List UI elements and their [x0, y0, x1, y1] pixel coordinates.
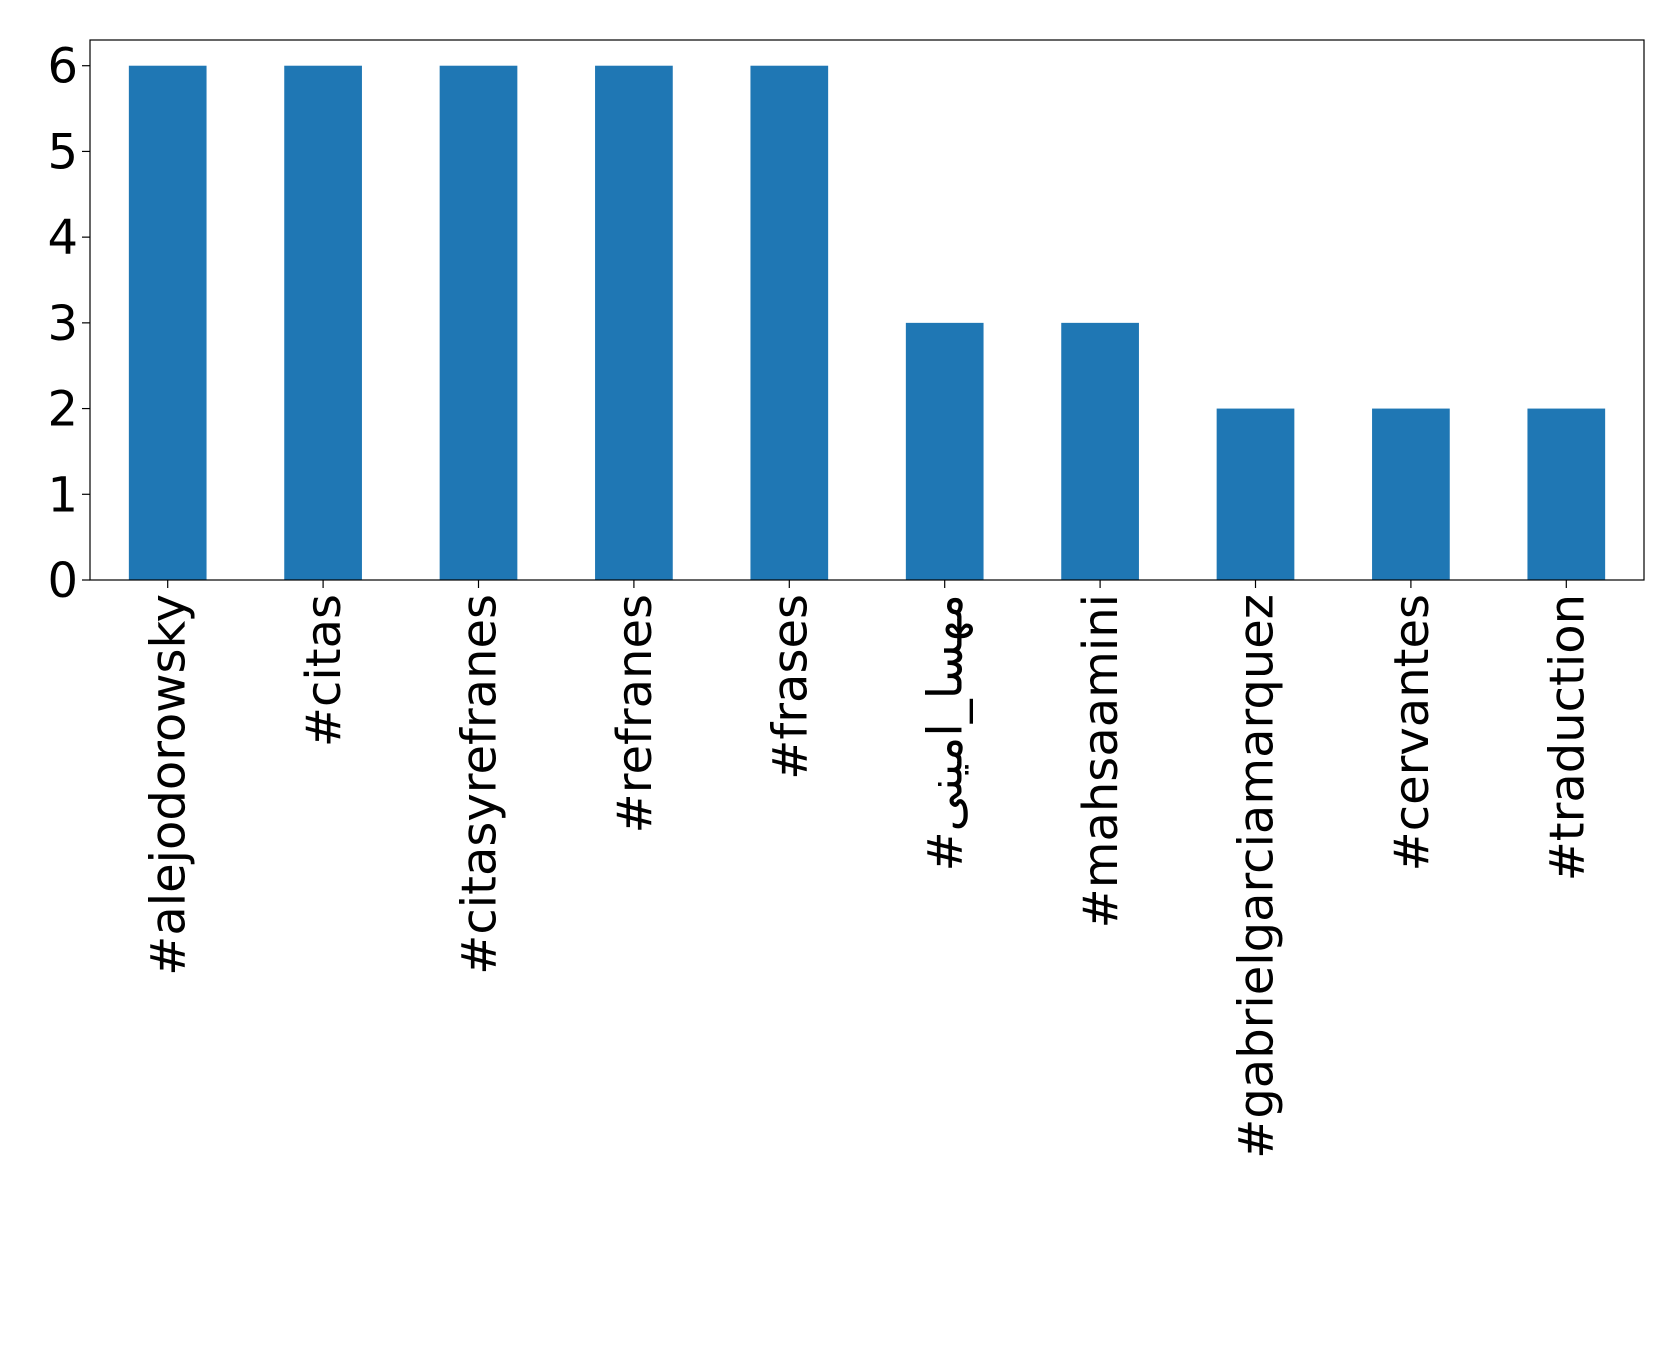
y-tick-label: 1	[47, 467, 78, 523]
x-tick-label: #gabrielgarciamarquez	[1229, 594, 1285, 1159]
y-tick-label: 0	[47, 553, 78, 609]
bar	[1061, 322, 1139, 580]
y-tick-label: 3	[47, 296, 78, 352]
x-tick-label: #mahsaamini	[1073, 594, 1129, 929]
bar	[1527, 408, 1606, 580]
x-tick-label: #مهسا_امینی	[918, 594, 974, 872]
x-tick-label: #cervantes	[1384, 594, 1440, 871]
bar	[905, 322, 984, 580]
y-tick-label: 4	[47, 210, 78, 266]
x-tick-label: #traduction	[1539, 594, 1595, 881]
bar	[128, 65, 207, 580]
bar	[284, 65, 362, 580]
bar	[595, 65, 673, 580]
bar	[750, 65, 829, 580]
y-tick-label: 2	[47, 382, 78, 438]
bar	[439, 65, 518, 580]
bar	[1216, 408, 1295, 580]
y-tick-label: 6	[47, 39, 78, 95]
x-tick-label: #citas	[296, 594, 352, 747]
plot-frame	[89, 39, 1645, 581]
x-tick-label: #refranes	[607, 594, 663, 833]
y-tick-label: 5	[47, 124, 78, 180]
x-tick-label: #citasyrefranes	[452, 594, 508, 975]
x-tick-label: #alejodorowsky	[141, 594, 197, 976]
x-tick-label: #frases	[762, 594, 818, 780]
bar	[1372, 408, 1450, 580]
